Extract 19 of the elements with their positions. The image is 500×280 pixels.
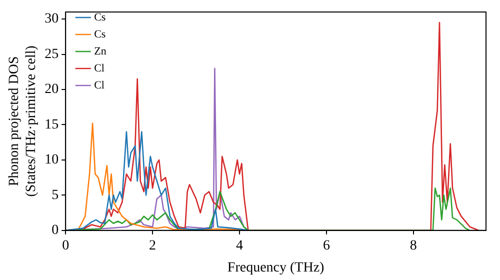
- y-tick-label: 15: [44, 117, 59, 132]
- y-tick-label: 0: [52, 223, 59, 238]
- x-tick-label: 6: [322, 238, 330, 254]
- legend-label: Cs: [94, 11, 106, 24]
- legend-label: Zn: [94, 45, 107, 58]
- legend-label: Cl: [94, 62, 105, 74]
- y-tick-label: 5: [52, 188, 59, 203]
- y-axis-title: Phonon projected DOS (States/THz·primitive cell): [7, 45, 39, 197]
- x-tick-label: 2: [149, 238, 156, 254]
- y-tick-label: 30: [44, 12, 59, 27]
- legend-label: Cl: [94, 79, 105, 92]
- legend-label: Cs: [94, 28, 106, 40]
- x-tick-label: 0: [62, 238, 70, 254]
- y-tick-label: 20: [44, 82, 59, 98]
- x-axis-title: Frequency (THz): [227, 260, 325, 276]
- x-tick-label: 4: [236, 238, 243, 254]
- x-tick-label: 8: [410, 238, 417, 254]
- y-tick-label: 10: [44, 152, 59, 168]
- y-tick-label: 25: [44, 46, 59, 62]
